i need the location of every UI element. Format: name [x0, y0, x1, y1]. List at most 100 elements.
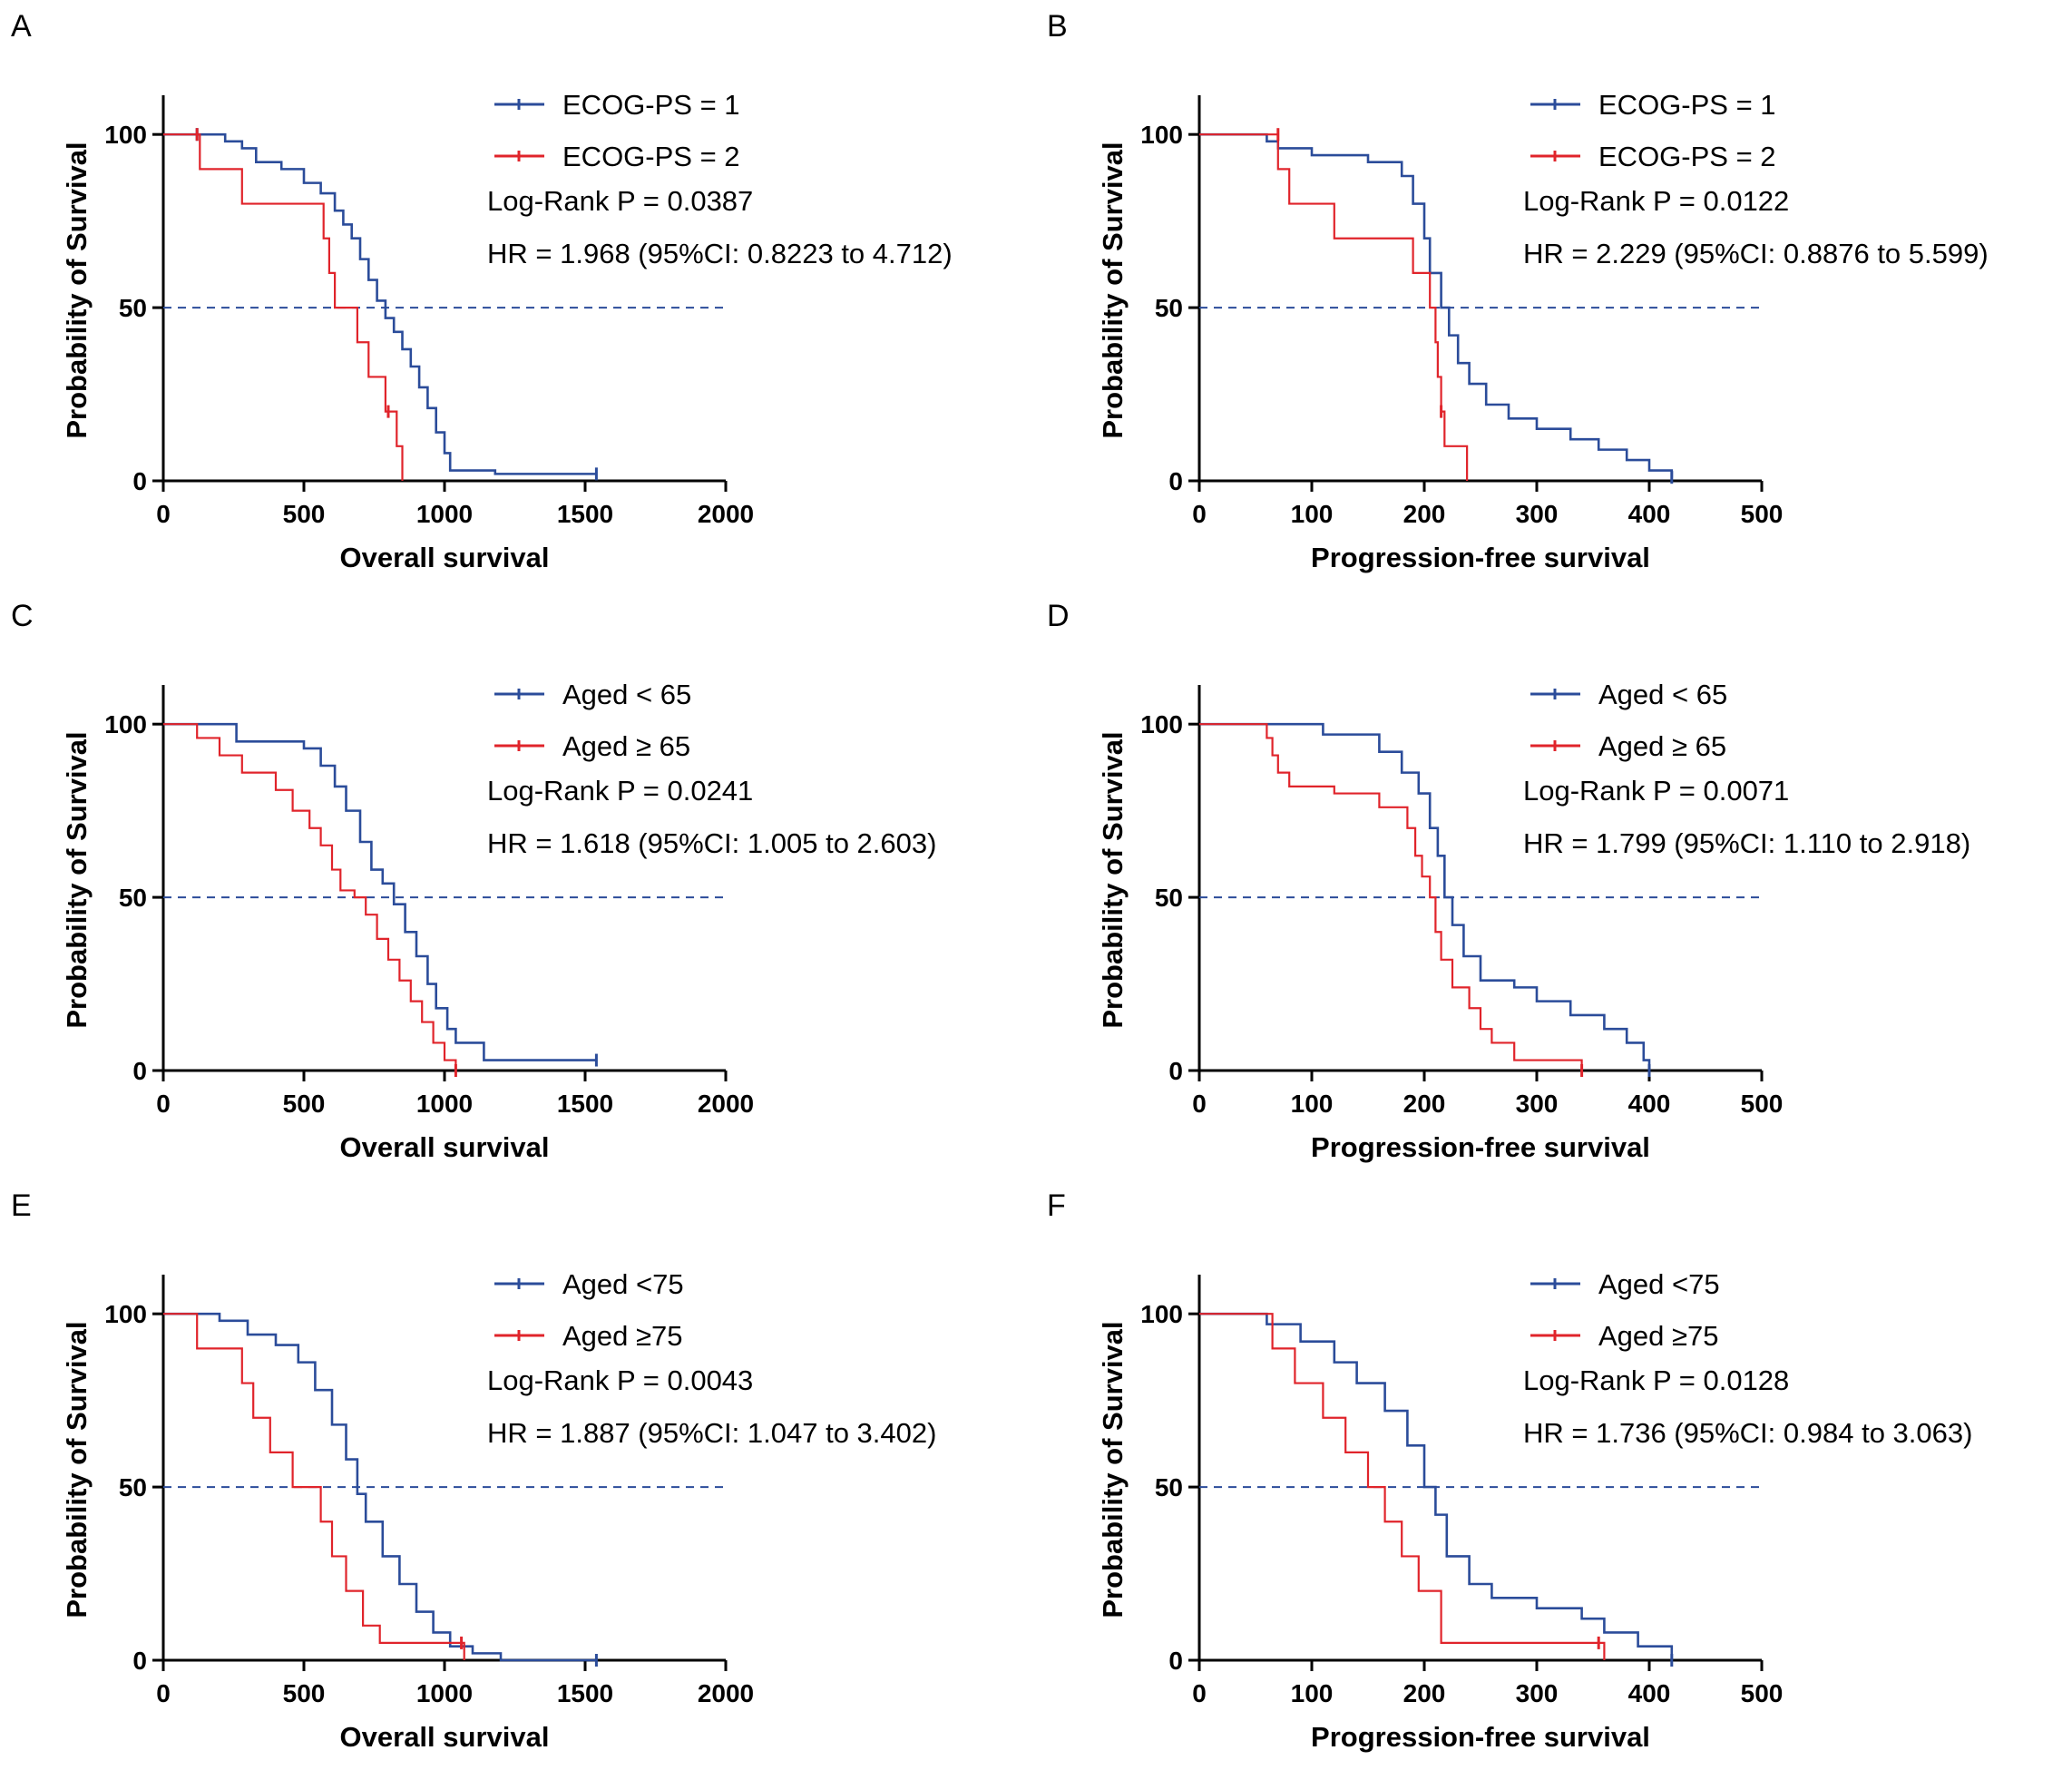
chart-svg: B 0 50 100 0 100 200 300 400 500 Progression-free …	[1047, 9, 1989, 573]
x-axis-title: Overall survival	[340, 1721, 550, 1753]
legend-label: ECOG-PS = 1	[562, 89, 740, 121]
hazard-ratio: HR = 1.968 (95%CI: 0.8223 to 4.712)	[487, 238, 953, 269]
survival-curve-group1	[1199, 722, 1651, 1071]
y-tick-label: 100	[104, 1300, 147, 1328]
x-tick-label: 0	[156, 500, 171, 528]
log-rank-p-value: Log-Rank P = 0.0387	[487, 185, 753, 217]
legend-label: Aged <75	[562, 1268, 684, 1300]
x-tick-label: 1000	[416, 500, 473, 528]
panel-letter: D	[1047, 599, 1070, 633]
x-tick-label: 500	[1741, 500, 1784, 528]
x-tick-label: 1500	[557, 500, 613, 528]
panel-c: C 0 50 100 0 500 1000 1500 2000 Overall survival P…	[0, 590, 1036, 1179]
y-axis-title: Probability of Survival	[1097, 731, 1129, 1028]
panel-d: D 0 50 100 0 100 200 300 400 500 Progression-free …	[1036, 590, 2072, 1179]
log-rank-p-value: Log-Rank P = 0.0071	[1523, 775, 1789, 807]
log-rank-p-value: Log-Rank P = 0.0241	[487, 775, 753, 807]
x-axis-title: Progression-free survival	[1311, 542, 1650, 573]
legend-label: Aged < 65	[1598, 679, 1727, 710]
panel-f: F 0 50 100 0 100 200 300 400 500 Progression-free …	[1036, 1179, 2072, 1769]
panel-letter: B	[1047, 9, 1068, 44]
x-tick-label: 300	[1516, 500, 1559, 528]
survival-curve-group2	[163, 1313, 465, 1660]
y-tick-label: 0	[1168, 1057, 1183, 1085]
hazard-ratio: HR = 1.736 (95%CI: 0.984 to 3.063)	[1523, 1417, 1972, 1449]
x-tick-label: 2000	[698, 1090, 754, 1118]
y-tick-label: 50	[119, 294, 147, 322]
y-axis-title: Probability of Survival	[1097, 142, 1129, 438]
y-tick-label: 50	[1155, 294, 1183, 322]
survival-curve-group2	[163, 723, 457, 1071]
y-tick-label: 50	[1155, 884, 1183, 912]
panel-letter: C	[11, 599, 34, 633]
x-tick-label: 500	[283, 1090, 326, 1118]
panel-e: E 0 50 100 0 500 1000 1500 2000 Overall survival P…	[0, 1179, 1036, 1769]
survival-curve-group1	[1199, 132, 1674, 478]
x-tick-label: 0	[156, 1090, 171, 1118]
legend-label: Aged ≥ 65	[562, 730, 690, 762]
panel-letter: A	[11, 9, 32, 44]
log-rank-p-value: Log-Rank P = 0.0122	[1523, 185, 1789, 217]
log-rank-p-value: Log-Rank P = 0.0128	[1523, 1364, 1789, 1396]
legend-label: Aged <75	[1598, 1268, 1720, 1300]
x-axis-title: Overall survival	[340, 542, 550, 573]
x-tick-label: 0	[156, 1679, 171, 1707]
y-tick-label: 0	[1168, 1647, 1183, 1675]
y-tick-label: 100	[1140, 1300, 1183, 1328]
survival-curve-group2	[163, 133, 404, 481]
x-tick-label: 300	[1516, 1679, 1559, 1707]
y-tick-label: 0	[132, 1647, 147, 1675]
x-tick-label: 200	[1403, 1679, 1446, 1707]
legend-label: Aged ≥ 65	[1598, 730, 1726, 762]
y-tick-label: 100	[1140, 121, 1183, 149]
x-tick-label: 1500	[557, 1679, 613, 1707]
x-tick-label: 200	[1403, 1090, 1446, 1118]
survival-curve-group2	[1199, 133, 1469, 481]
y-axis-title: Probability of Survival	[61, 731, 93, 1028]
x-tick-label: 400	[1628, 1090, 1671, 1118]
x-tick-label: 1500	[557, 1090, 613, 1118]
legend-label: Aged ≥75	[1598, 1320, 1719, 1352]
x-tick-label: 300	[1516, 1090, 1559, 1118]
survival-curve-group1	[163, 722, 597, 1061]
legend-label: ECOG-PS = 1	[1598, 89, 1776, 121]
chart-svg: D 0 50 100 0 100 200 300 400 500 Progression-free …	[1047, 599, 1970, 1163]
x-tick-label: 500	[283, 500, 326, 528]
survival-curve-group1	[163, 1312, 597, 1662]
x-tick-label: 1000	[416, 1090, 473, 1118]
x-axis-title: Progression-free survival	[1311, 1131, 1650, 1163]
log-rank-p-value: Log-Rank P = 0.0043	[487, 1364, 753, 1396]
x-tick-label: 1000	[416, 1679, 473, 1707]
x-tick-label: 500	[1741, 1090, 1784, 1118]
y-tick-label: 100	[104, 121, 147, 149]
survival-curve-group2	[1199, 1313, 1606, 1660]
x-tick-label: 0	[1192, 500, 1207, 528]
x-tick-label: 100	[1291, 1679, 1334, 1707]
hazard-ratio: HR = 1.618 (95%CI: 1.005 to 2.603)	[487, 827, 936, 859]
x-axis-title: Progression-free survival	[1311, 1721, 1650, 1753]
panel-letter: F	[1047, 1188, 1066, 1223]
x-tick-label: 500	[1741, 1679, 1784, 1707]
chart-svg: F 0 50 100 0 100 200 300 400 500 Progression-free …	[1047, 1188, 1972, 1753]
x-tick-label: 100	[1291, 500, 1334, 528]
y-tick-label: 50	[119, 884, 147, 912]
legend-label: ECOG-PS = 2	[1598, 141, 1776, 172]
x-tick-label: 0	[1192, 1679, 1207, 1707]
y-tick-label: 0	[132, 467, 147, 495]
x-tick-label: 100	[1291, 1090, 1334, 1118]
y-tick-label: 50	[1155, 1473, 1183, 1501]
y-tick-label: 0	[132, 1057, 147, 1085]
y-tick-label: 50	[119, 1473, 147, 1501]
y-axis-title: Probability of Survival	[61, 142, 93, 438]
hazard-ratio: HR = 2.229 (95%CI: 0.8876 to 5.599)	[1523, 238, 1989, 269]
y-tick-label: 100	[1140, 710, 1183, 738]
panel-letter: E	[11, 1188, 32, 1223]
legend-label: Aged < 65	[562, 679, 691, 710]
hazard-ratio: HR = 1.799 (95%CI: 1.110 to 2.918)	[1523, 827, 1970, 859]
x-axis-title: Overall survival	[340, 1131, 550, 1163]
x-tick-label: 2000	[698, 1679, 754, 1707]
x-tick-label: 200	[1403, 500, 1446, 528]
